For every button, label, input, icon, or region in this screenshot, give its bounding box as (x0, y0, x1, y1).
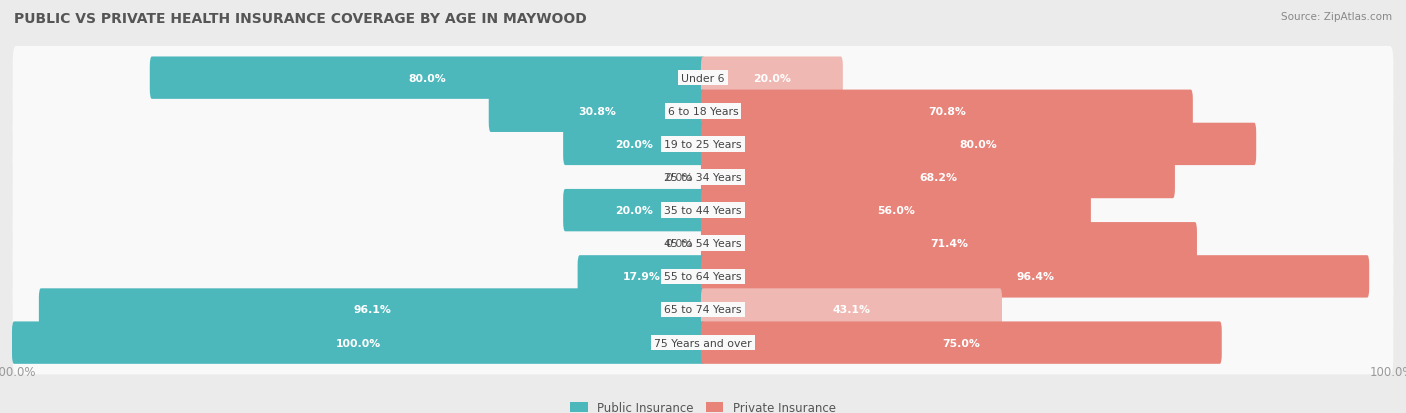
FancyBboxPatch shape (13, 245, 1393, 309)
Text: 19 to 25 Years: 19 to 25 Years (664, 140, 742, 150)
Text: 80.0%: 80.0% (409, 74, 446, 83)
FancyBboxPatch shape (13, 47, 1393, 110)
Text: 96.4%: 96.4% (1017, 272, 1054, 282)
Text: 0.0%: 0.0% (665, 173, 693, 183)
FancyBboxPatch shape (702, 157, 1175, 199)
FancyBboxPatch shape (13, 113, 1393, 176)
Text: 75.0%: 75.0% (942, 338, 980, 348)
FancyBboxPatch shape (13, 322, 704, 364)
FancyBboxPatch shape (13, 278, 1393, 342)
Text: 65 to 74 Years: 65 to 74 Years (664, 305, 742, 315)
FancyBboxPatch shape (39, 289, 704, 331)
Text: 55 to 64 Years: 55 to 64 Years (664, 272, 742, 282)
FancyBboxPatch shape (13, 80, 1393, 143)
FancyBboxPatch shape (702, 90, 1192, 133)
Text: 17.9%: 17.9% (623, 272, 661, 282)
FancyBboxPatch shape (13, 311, 1393, 375)
Text: 100.0%: 100.0% (336, 338, 381, 348)
FancyBboxPatch shape (564, 123, 704, 166)
FancyBboxPatch shape (702, 57, 842, 100)
FancyBboxPatch shape (13, 212, 1393, 275)
Text: 0.0%: 0.0% (665, 239, 693, 249)
Text: 75 Years and over: 75 Years and over (654, 338, 752, 348)
FancyBboxPatch shape (702, 289, 1002, 331)
Text: 6 to 18 Years: 6 to 18 Years (668, 107, 738, 116)
Text: 30.8%: 30.8% (578, 107, 616, 116)
FancyBboxPatch shape (150, 57, 704, 100)
FancyBboxPatch shape (702, 223, 1197, 265)
FancyBboxPatch shape (489, 90, 704, 133)
Text: 96.1%: 96.1% (353, 305, 391, 315)
Text: 71.4%: 71.4% (929, 239, 967, 249)
FancyBboxPatch shape (564, 190, 704, 232)
FancyBboxPatch shape (13, 146, 1393, 209)
FancyBboxPatch shape (702, 322, 1222, 364)
Text: 35 to 44 Years: 35 to 44 Years (664, 206, 742, 216)
Legend: Public Insurance, Private Insurance: Public Insurance, Private Insurance (565, 396, 841, 413)
Text: 20.0%: 20.0% (754, 74, 790, 83)
FancyBboxPatch shape (13, 179, 1393, 242)
Text: Under 6: Under 6 (682, 74, 724, 83)
Text: 25 to 34 Years: 25 to 34 Years (664, 173, 742, 183)
FancyBboxPatch shape (702, 190, 1091, 232)
Text: Source: ZipAtlas.com: Source: ZipAtlas.com (1281, 12, 1392, 22)
Text: 45 to 54 Years: 45 to 54 Years (664, 239, 742, 249)
Text: 43.1%: 43.1% (832, 305, 870, 315)
Text: 56.0%: 56.0% (877, 206, 915, 216)
Text: PUBLIC VS PRIVATE HEALTH INSURANCE COVERAGE BY AGE IN MAYWOOD: PUBLIC VS PRIVATE HEALTH INSURANCE COVER… (14, 12, 586, 26)
Text: 80.0%: 80.0% (960, 140, 997, 150)
Text: 20.0%: 20.0% (616, 140, 652, 150)
FancyBboxPatch shape (702, 256, 1369, 298)
FancyBboxPatch shape (578, 256, 704, 298)
FancyBboxPatch shape (702, 123, 1256, 166)
Text: 68.2%: 68.2% (920, 173, 957, 183)
Text: 70.8%: 70.8% (928, 107, 966, 116)
Text: 20.0%: 20.0% (616, 206, 652, 216)
